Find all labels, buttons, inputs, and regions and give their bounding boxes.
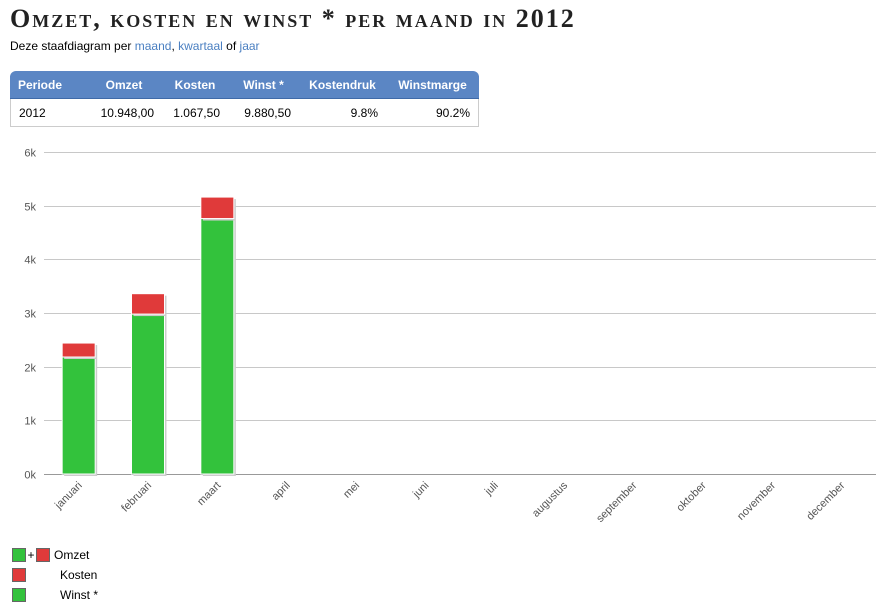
- bar-winst: [61, 356, 96, 475]
- header-kostendruk: Kostendruk: [299, 71, 386, 99]
- header-kosten: Kosten: [162, 71, 228, 99]
- cell-kostendruk: 9.8%: [299, 99, 386, 127]
- bar-kosten: [131, 293, 165, 315]
- x-tick-label: januari: [52, 480, 85, 513]
- cell-winst: 9.880,50: [228, 99, 299, 127]
- legend-swatch-winst: [12, 548, 26, 562]
- y-tick-label: 3k: [24, 309, 36, 321]
- table-row: 2012 10.948,00 1.067,50 9.880,50 9.8% 90…: [10, 99, 479, 127]
- header-omzet: Omzet: [86, 71, 162, 99]
- x-tick-label: september: [594, 479, 639, 524]
- y-tick-label: 6k: [24, 148, 36, 160]
- x-tick-label: april: [270, 480, 293, 503]
- x-tick-label: februari: [119, 480, 154, 515]
- x-tick-label: mei: [341, 480, 362, 501]
- x-tick-label: oktober: [674, 479, 709, 514]
- x-tick-label: november: [735, 479, 778, 522]
- link-separator: ,: [171, 39, 175, 53]
- cell-omzet: 10.948,00: [86, 99, 162, 127]
- legend-swatch-kosten: [12, 568, 26, 582]
- x-tick-label: augustus: [530, 479, 570, 519]
- legend-label-winst: Winst *: [60, 588, 99, 602]
- bar-kosten: [200, 196, 235, 220]
- legend-plus: +: [27, 548, 35, 562]
- legend-label-omzet: Omzet: [54, 548, 90, 562]
- legend-label-kosten: Kosten: [60, 568, 98, 582]
- x-tick-label: december: [804, 479, 847, 522]
- bar-winst: [131, 313, 165, 475]
- link-maand[interactable]: maand: [134, 39, 172, 53]
- x-tick-label: juli: [482, 480, 501, 499]
- subtitle-text: Deze staafdiagram per: [10, 39, 132, 53]
- subtitle: Deze staafdiagram per maand, kwartaal of…: [10, 39, 260, 53]
- header-winstmarge: Winstmarge: [386, 71, 479, 99]
- y-tick-label: 5k: [24, 202, 36, 214]
- legend: + Omzet Kosten Winst *: [12, 545, 98, 605]
- header-periode: Periode: [10, 71, 86, 99]
- legend-item-winst: Winst *: [12, 585, 98, 605]
- bar-kosten: [61, 342, 96, 358]
- legend-swatch-winst: [12, 588, 26, 602]
- cell-periode: 2012: [10, 99, 86, 127]
- link-kwartaal[interactable]: kwartaal: [178, 39, 223, 53]
- legend-item-kosten: Kosten: [12, 565, 98, 585]
- y-tick-label: 1k: [24, 416, 36, 428]
- cell-winstmarge: 90.2%: [386, 99, 479, 127]
- summary-header-row: Periode Omzet Kosten Winst * Kostendruk …: [10, 71, 479, 99]
- x-tick-label: juni: [410, 480, 431, 501]
- legend-item-omzet: + Omzet: [12, 545, 98, 565]
- link-jaar[interactable]: jaar: [239, 39, 260, 53]
- subtitle-of: of: [226, 39, 237, 53]
- page-title: Omzet, kosten en winst * per maand in 20…: [10, 4, 576, 33]
- summary-table: Periode Omzet Kosten Winst * Kostendruk …: [10, 71, 479, 127]
- header-winst: Winst *: [228, 71, 299, 99]
- bar-chart: 0k 1k 2k 3k 4k 5k 6k januari februari maart april m…: [24, 148, 876, 525]
- y-tick-label: 4k: [24, 255, 36, 267]
- cell-kosten: 1.067,50: [162, 99, 228, 127]
- bar-winst: [200, 218, 235, 475]
- x-tick-label: maart: [195, 480, 223, 508]
- y-tick-label: 2k: [24, 363, 36, 375]
- y-tick-label: 0k: [24, 470, 36, 482]
- legend-swatch-kosten: [36, 548, 50, 562]
